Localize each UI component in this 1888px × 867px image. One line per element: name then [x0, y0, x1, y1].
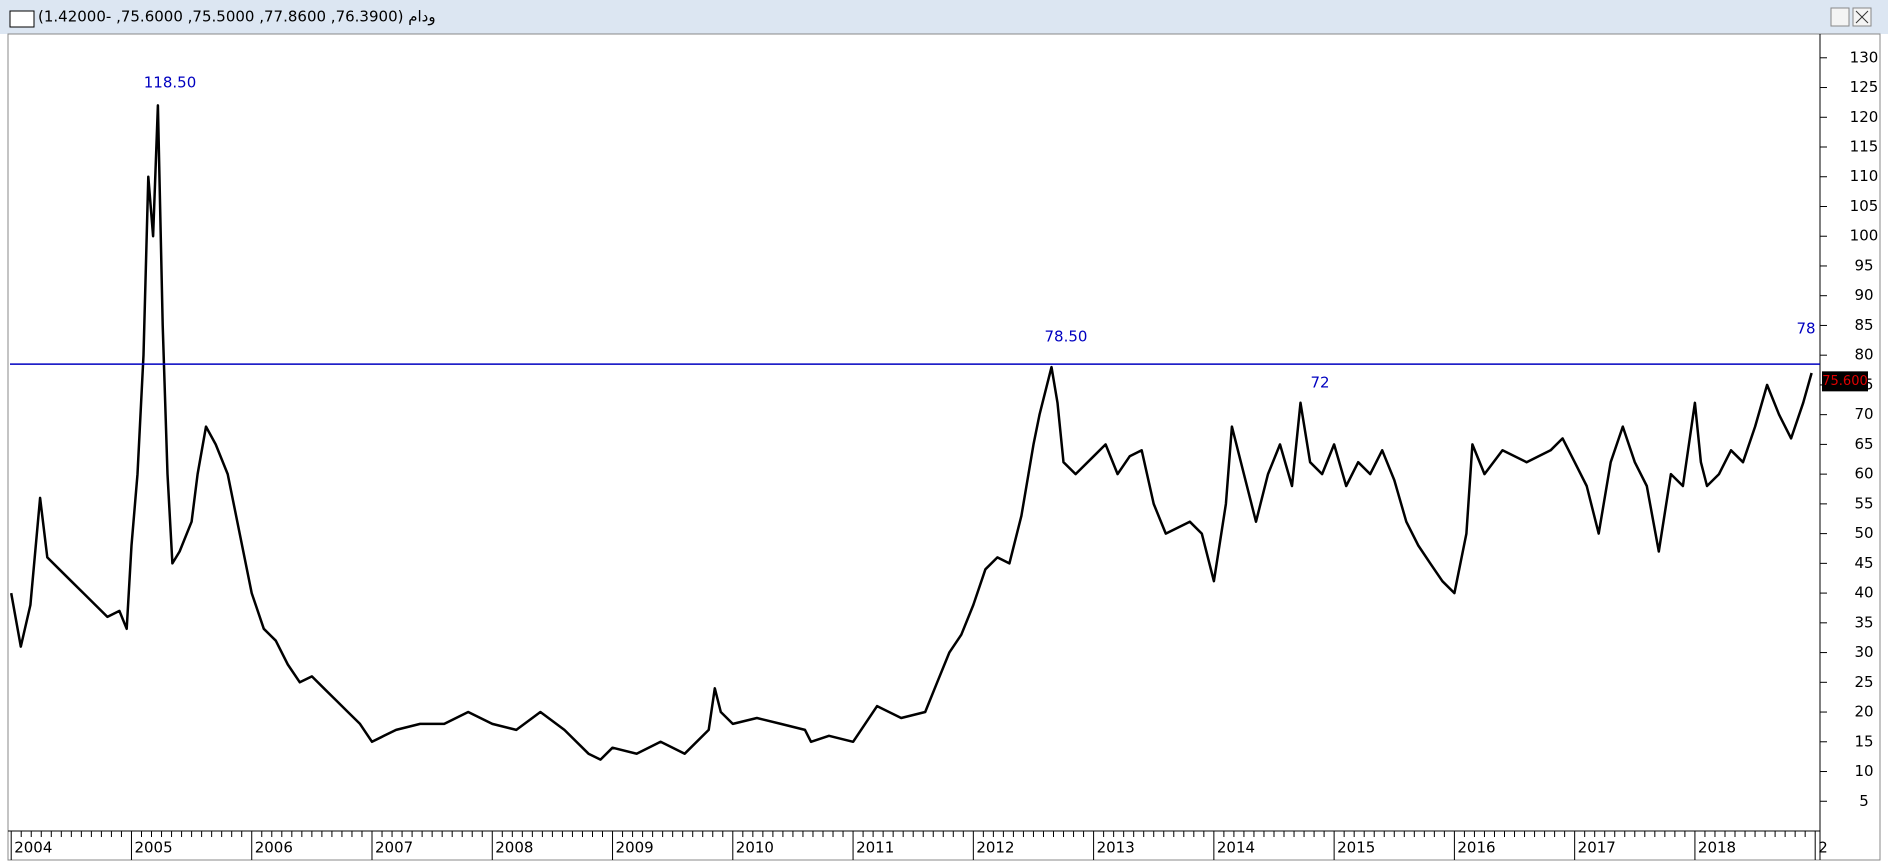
last-price-box [1822, 371, 1868, 392]
y-tick-label: 40 [1854, 584, 1873, 602]
y-tick-label: 60 [1854, 465, 1873, 483]
close-icon [1855, 10, 1869, 24]
chart-title: ودام (76.3900, 77.8600, 75.5000, 75.6000… [38, 8, 436, 26]
last-price-label: 75.600 [1822, 374, 1868, 389]
y-tick-label: 130 [1850, 48, 1879, 66]
x-tick-label: 2005 [134, 839, 172, 857]
maximize-button[interactable] [1830, 7, 1850, 27]
x-tick-label: 2017 [1578, 839, 1616, 857]
y-tick-label: 85 [1854, 316, 1873, 334]
x-tick-label: 2006 [255, 839, 293, 857]
y-tick-label: 15 [1854, 732, 1873, 750]
x-tick-label: 2004 [14, 839, 52, 857]
x-tick-label: 2016 [1457, 839, 1495, 857]
x-tick-label: 2010 [736, 839, 774, 857]
y-tick-label: 105 [1850, 197, 1879, 215]
y-tick-label: 80 [1854, 346, 1873, 364]
y-tick-label: 5 [1859, 792, 1869, 810]
y-tick-label: 55 [1854, 494, 1873, 512]
y-tick-label: 110 [1850, 167, 1879, 185]
x-tick-label: 2014 [1217, 839, 1255, 857]
x-tick-label: 2013 [1097, 839, 1135, 857]
y-tick-label: 115 [1850, 138, 1879, 156]
annotation: 118.50 [144, 74, 197, 92]
y-tick-label: 45 [1854, 554, 1873, 572]
annotation: 78 [1796, 320, 1815, 338]
x-tick-label: 2012 [976, 839, 1014, 857]
y-tick-label: 50 [1854, 524, 1873, 542]
y-tick-label: 10 [1854, 762, 1873, 780]
x-tick-label: 2018 [1698, 839, 1736, 857]
annotation: 78.50 [1045, 328, 1088, 346]
y-tick-label: 20 [1854, 703, 1873, 721]
y-tick-label: 70 [1854, 405, 1873, 423]
x-tick-label: 2007 [375, 839, 413, 857]
x-tick-label: 2011 [856, 839, 894, 857]
y-tick-label: 100 [1850, 227, 1879, 245]
x-tick-label: 2008 [495, 839, 533, 857]
x-tick-label: 2009 [616, 839, 654, 857]
y-tick-label: 30 [1854, 643, 1873, 661]
y-tick-label: 125 [1850, 78, 1879, 96]
y-tick-label: 90 [1854, 286, 1873, 304]
x-tick-label: 2015 [1337, 839, 1375, 857]
window-icon [9, 10, 35, 28]
y-tick-label: 35 [1854, 613, 1873, 631]
y-tick-label: 25 [1854, 673, 1873, 691]
y-tick-label: 95 [1854, 256, 1873, 274]
y-tick-label: 65 [1854, 435, 1873, 453]
title-bar [0, 0, 1888, 34]
x-tick-label: 2 [1818, 839, 1828, 857]
frame [7, 33, 1881, 861]
annotation: 72 [1310, 374, 1329, 392]
price-line [9, 104, 1813, 761]
y-tick-label: 120 [1850, 108, 1879, 126]
